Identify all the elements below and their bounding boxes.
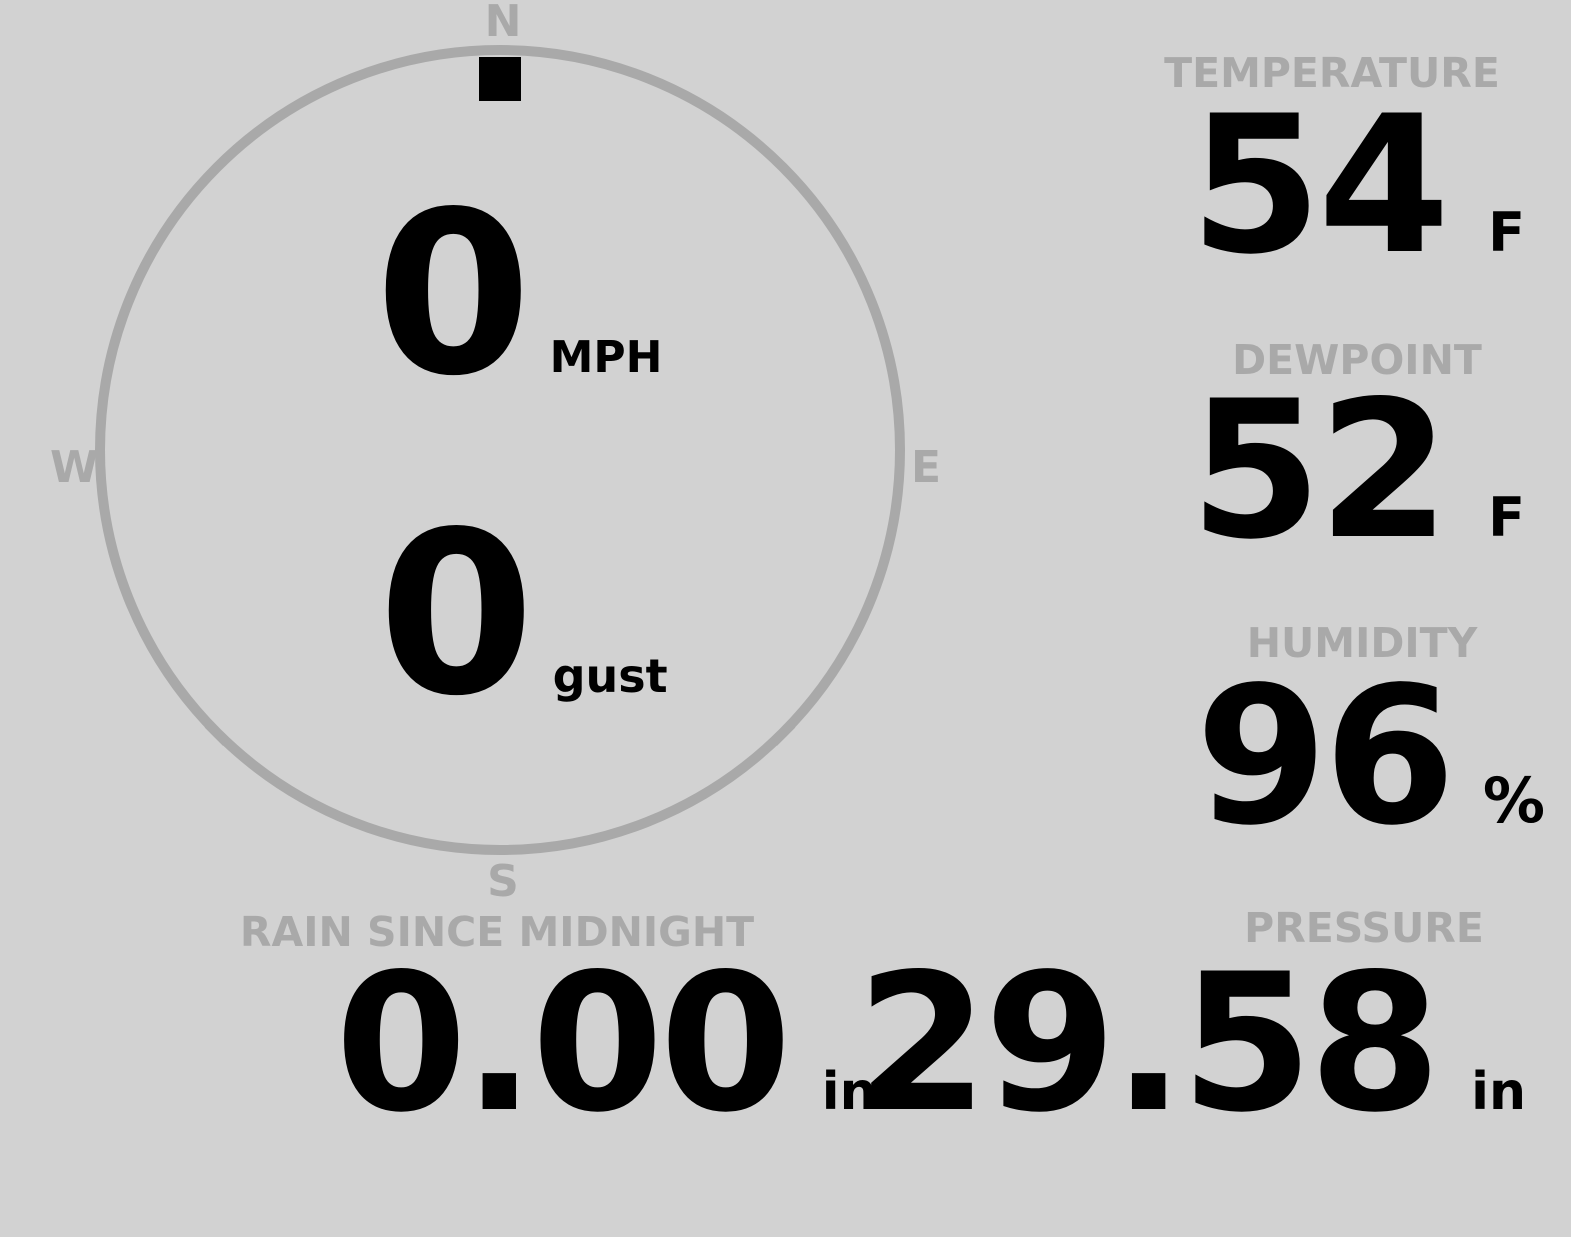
- compass-label-west: W: [50, 442, 99, 493]
- compass-label-south: S: [487, 856, 519, 907]
- pressure-reading: 29.58 in: [856, 949, 1526, 1139]
- compass-ring: [95, 45, 905, 855]
- wind-gust-unit: gust: [552, 649, 668, 703]
- dewpoint-unit: F: [1488, 486, 1525, 549]
- compass-label-east: E: [911, 442, 942, 493]
- temperature-reading: 54 F: [1190, 91, 1525, 281]
- wind-direction-marker-icon: [479, 57, 521, 101]
- wind-gust-value: 0: [378, 484, 535, 746]
- temperature-unit: F: [1488, 201, 1525, 264]
- rain-value: 0.00: [335, 933, 792, 1154]
- humidity-label: HUMIDITY: [1246, 619, 1478, 667]
- humidity-reading: 96 %: [1195, 662, 1545, 852]
- temperature-value: 54: [1189, 75, 1450, 296]
- pressure-unit: in: [1471, 1062, 1526, 1122]
- humidity-unit: %: [1482, 764, 1545, 837]
- temperature-label: TEMPERATURE: [1164, 49, 1500, 97]
- wind-speed-reading: 0 MPH: [375, 183, 662, 408]
- rain-unit: in: [821, 1062, 877, 1122]
- humidity-value: 96: [1195, 646, 1455, 867]
- dewpoint-label: DEWPOINT: [1232, 336, 1482, 384]
- rain-label: RAIN SINCE MIDNIGHT: [239, 908, 755, 956]
- rain-reading: 0.00 in: [335, 949, 877, 1139]
- dewpoint-reading: 52 F: [1190, 376, 1525, 566]
- pressure-value: 29.58: [856, 933, 1441, 1154]
- wind-speed-value: 0: [375, 164, 532, 426]
- compass-label-north: N: [484, 0, 522, 47]
- dewpoint-value: 52: [1189, 360, 1450, 581]
- pressure-label: PRESSURE: [1244, 904, 1484, 952]
- wind-gust-reading: 0 gust: [378, 503, 668, 728]
- wind-speed-unit: MPH: [549, 332, 663, 383]
